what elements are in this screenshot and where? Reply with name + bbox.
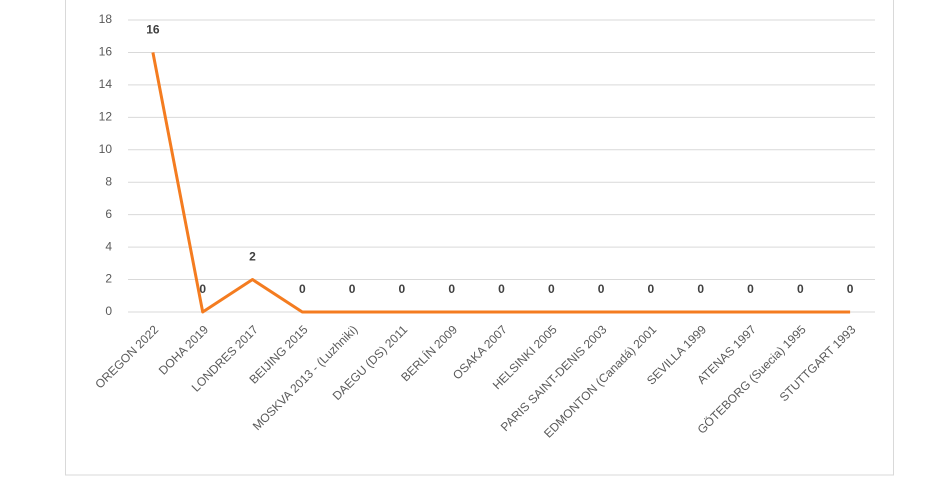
y-tick-label: 6 bbox=[105, 207, 112, 221]
y-tick-label: 10 bbox=[99, 142, 113, 156]
y-tick-label: 4 bbox=[105, 239, 112, 253]
data-label: 0 bbox=[598, 282, 605, 296]
y-tick-label: 18 bbox=[99, 12, 113, 26]
y-tick-label: 12 bbox=[99, 110, 113, 124]
data-label: 0 bbox=[697, 282, 704, 296]
data-label: 0 bbox=[299, 282, 306, 296]
y-tick-label: 2 bbox=[105, 272, 112, 286]
y-tick-label: 14 bbox=[99, 77, 113, 91]
y-tick-label: 0 bbox=[105, 304, 112, 318]
data-label: 2 bbox=[249, 250, 256, 264]
data-label: 0 bbox=[448, 282, 455, 296]
data-label: 0 bbox=[349, 282, 356, 296]
data-label: 16 bbox=[146, 23, 160, 37]
data-label: 0 bbox=[498, 282, 505, 296]
data-label: 0 bbox=[797, 282, 804, 296]
y-tick-label: 16 bbox=[99, 45, 113, 59]
line bbox=[151, 52, 851, 314]
chart-frame bbox=[65, 0, 894, 476]
data-label: 0 bbox=[199, 282, 206, 296]
data-label: 0 bbox=[399, 282, 406, 296]
data-label: 0 bbox=[847, 282, 854, 296]
y-tick-label: 8 bbox=[105, 174, 112, 188]
data-label: 0 bbox=[548, 282, 555, 296]
data-label: 0 bbox=[648, 282, 655, 296]
data-label: 0 bbox=[747, 282, 754, 296]
